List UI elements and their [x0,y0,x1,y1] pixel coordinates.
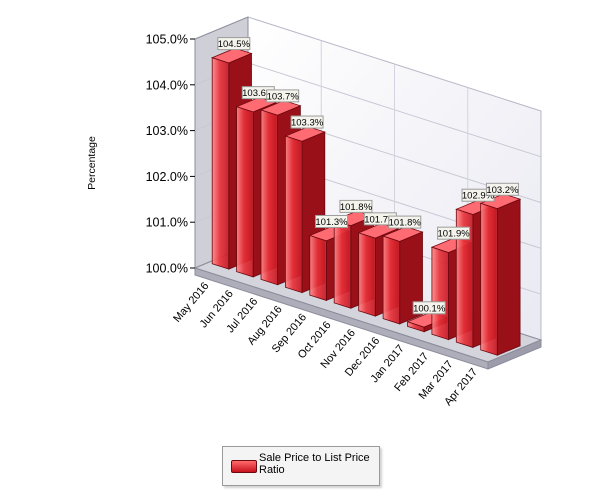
bar-side [496,198,521,356]
legend-swatch [231,460,257,473]
y-tick-label: 105.0% [146,33,188,47]
data-label: 103.7% [266,89,300,103]
data-label: 101.8% [388,215,422,229]
data-label-text: 103.6% [242,88,275,99]
legend: Sale Price to List Price Ratio [222,446,380,486]
data-label: 101.9% [437,226,471,240]
data-label: 100.1% [412,301,446,315]
legend-label: Sale Price to List Price Ratio [259,452,370,476]
data-label-box [339,199,373,213]
data-label-text: 101.3% [315,217,348,228]
y-tick-label: 102.0% [146,170,188,184]
y-tick-label: 104.0% [146,78,188,92]
data-label-text: 103.7% [267,91,300,102]
data-label-box [412,301,446,315]
bar-front [211,57,230,270]
bar [479,193,522,356]
data-label-box [388,215,422,229]
data-labels: 104.5%103.6%103.7%103.3%101.3%101.8%101.… [217,37,519,315]
data-label-text: 101.7% [364,214,397,225]
data-label-box [485,182,519,196]
bar-front [382,235,401,325]
bar-front [431,246,449,341]
data-label-box [266,89,300,103]
bar [381,226,424,325]
bars [211,47,522,356]
data-label: 103.2% [485,182,519,196]
data-label-text: 104.5% [218,39,251,50]
data-label-text: 103.3% [291,118,324,129]
data-label-text: 100.1% [413,303,446,314]
bar-front [480,202,498,356]
data-label-box [315,214,349,228]
y-tick-label: 103.0% [146,124,188,138]
bar-front [358,232,376,317]
data-label-text: 101.9% [437,229,470,240]
data-label-text: 103.2% [486,185,519,196]
y-tick-label: 100.0% [146,262,188,276]
data-label-text: 101.8% [340,202,373,213]
data-label-box [290,115,324,129]
bar-front [455,208,474,348]
bar-front [309,234,327,301]
data-label: 101.8% [339,199,373,213]
bar-front [260,109,279,286]
data-label-text: 101.8% [389,218,422,229]
data-label: 101.3% [315,214,349,228]
bar-front [236,106,254,278]
data-label: 103.3% [290,115,324,129]
y-axis-title: Percentage [86,136,98,190]
y-tick-label: 101.0% [146,216,188,230]
bar-front [284,135,303,294]
floor-edge-side [487,339,542,370]
data-label: 104.5% [217,37,251,51]
bar-front [407,321,425,333]
y-axis: 100.0% 101.0% 102.0% 103.0% 104.0% 105.0% [146,33,195,276]
bar [284,126,326,294]
data-label-text: 102.9% [462,191,495,202]
data-label-box [437,226,471,240]
data-label-box [217,37,251,51]
bar-front [333,219,352,309]
